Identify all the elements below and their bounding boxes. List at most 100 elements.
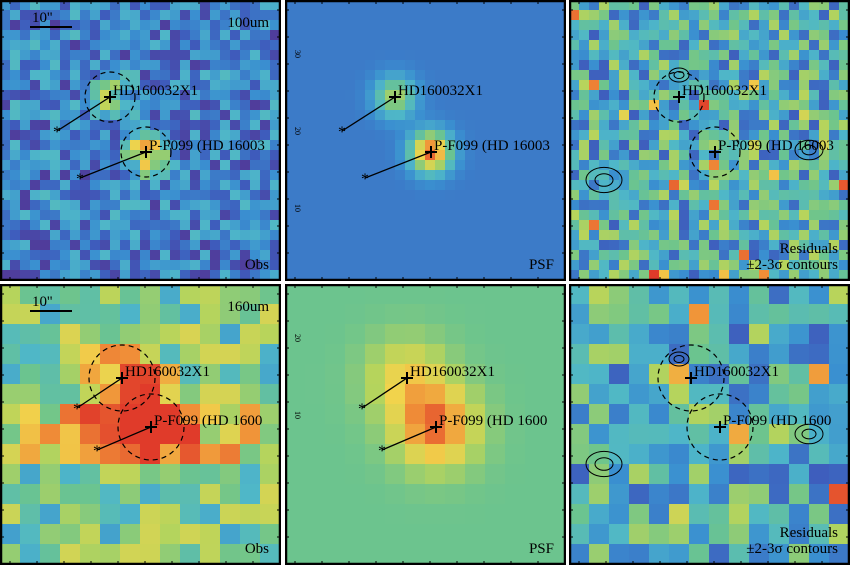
pixel (779, 180, 789, 190)
pixel (305, 120, 315, 130)
pixel (20, 10, 30, 20)
pixel (719, 140, 729, 150)
pixel (455, 250, 465, 260)
pixel (445, 130, 455, 140)
pixel (709, 344, 729, 364)
pixel (669, 444, 689, 464)
pixel (759, 230, 769, 240)
pixel (629, 484, 649, 504)
pixel (355, 230, 365, 240)
pixel (425, 230, 435, 240)
pixel (80, 70, 90, 80)
source-plus (685, 372, 697, 384)
pixel (789, 180, 799, 190)
pixel (749, 190, 759, 200)
pixel (285, 50, 295, 60)
pixel (629, 70, 639, 80)
pixel (285, 120, 295, 130)
pixel (719, 130, 729, 140)
pixel (555, 150, 565, 160)
pixel (689, 250, 699, 260)
pixel (395, 130, 405, 140)
pixel (465, 140, 475, 150)
pixel (80, 324, 100, 344)
pixel (525, 384, 545, 404)
pixel (699, 230, 709, 240)
pixel (689, 50, 699, 60)
pixel (475, 40, 485, 50)
pixel (200, 304, 220, 324)
pixel (839, 0, 849, 10)
pixel (659, 150, 669, 160)
axis-tick-label: 10 (293, 204, 302, 212)
pixel (649, 504, 669, 524)
pixel (170, 100, 180, 110)
pixel (0, 364, 20, 384)
pixel (220, 230, 230, 240)
pixel (809, 364, 829, 384)
pixel (60, 90, 70, 100)
pixel (70, 260, 80, 270)
pixel (405, 444, 425, 464)
pixel (759, 50, 769, 60)
pixel (689, 0, 699, 10)
pixel (465, 200, 475, 210)
pixel (270, 140, 280, 150)
pixel (599, 140, 609, 150)
pixel (589, 270, 599, 280)
pixel (629, 304, 649, 324)
pixel (799, 80, 809, 90)
pixel (729, 464, 749, 484)
pixel (0, 60, 10, 70)
pixel (365, 20, 375, 30)
pixel (475, 260, 485, 270)
pixel (285, 10, 295, 20)
pixel (819, 50, 829, 60)
pixel (295, 230, 305, 240)
pixel (555, 60, 565, 70)
pixel (305, 70, 315, 80)
pixel (160, 190, 170, 200)
pixel (285, 90, 295, 100)
pixel (270, 10, 280, 20)
pixel (759, 260, 769, 270)
panel-border (569, 0, 850, 281)
pixel (599, 220, 609, 230)
pixel (295, 20, 305, 30)
pixel (425, 504, 445, 524)
pixel (120, 304, 140, 324)
pixel (110, 190, 120, 200)
pixel (180, 90, 190, 100)
pixel (270, 200, 280, 210)
pixel (180, 220, 190, 230)
pixel (649, 230, 659, 240)
asterisk: * (93, 443, 101, 460)
pixel (305, 200, 315, 210)
pixel (829, 20, 839, 30)
pixel (629, 270, 639, 280)
pixel (60, 504, 80, 524)
pixel (415, 190, 425, 200)
pixel (305, 404, 325, 424)
pixel (599, 190, 609, 200)
pixel (250, 210, 260, 220)
pixel (679, 230, 689, 240)
pixel (819, 160, 829, 170)
pixel (455, 100, 465, 110)
pixel (270, 250, 280, 260)
pixel (435, 210, 445, 220)
pixel (525, 180, 535, 190)
pixel (90, 100, 100, 110)
pixel (829, 424, 849, 444)
pixel (829, 324, 849, 344)
pixel (589, 260, 599, 270)
pixel (90, 30, 100, 40)
pixel (485, 504, 505, 524)
pixel (405, 230, 415, 240)
pixel (20, 60, 30, 70)
pixel (240, 130, 250, 140)
pixel (345, 180, 355, 190)
pixel (220, 40, 230, 50)
pixel (525, 30, 535, 40)
